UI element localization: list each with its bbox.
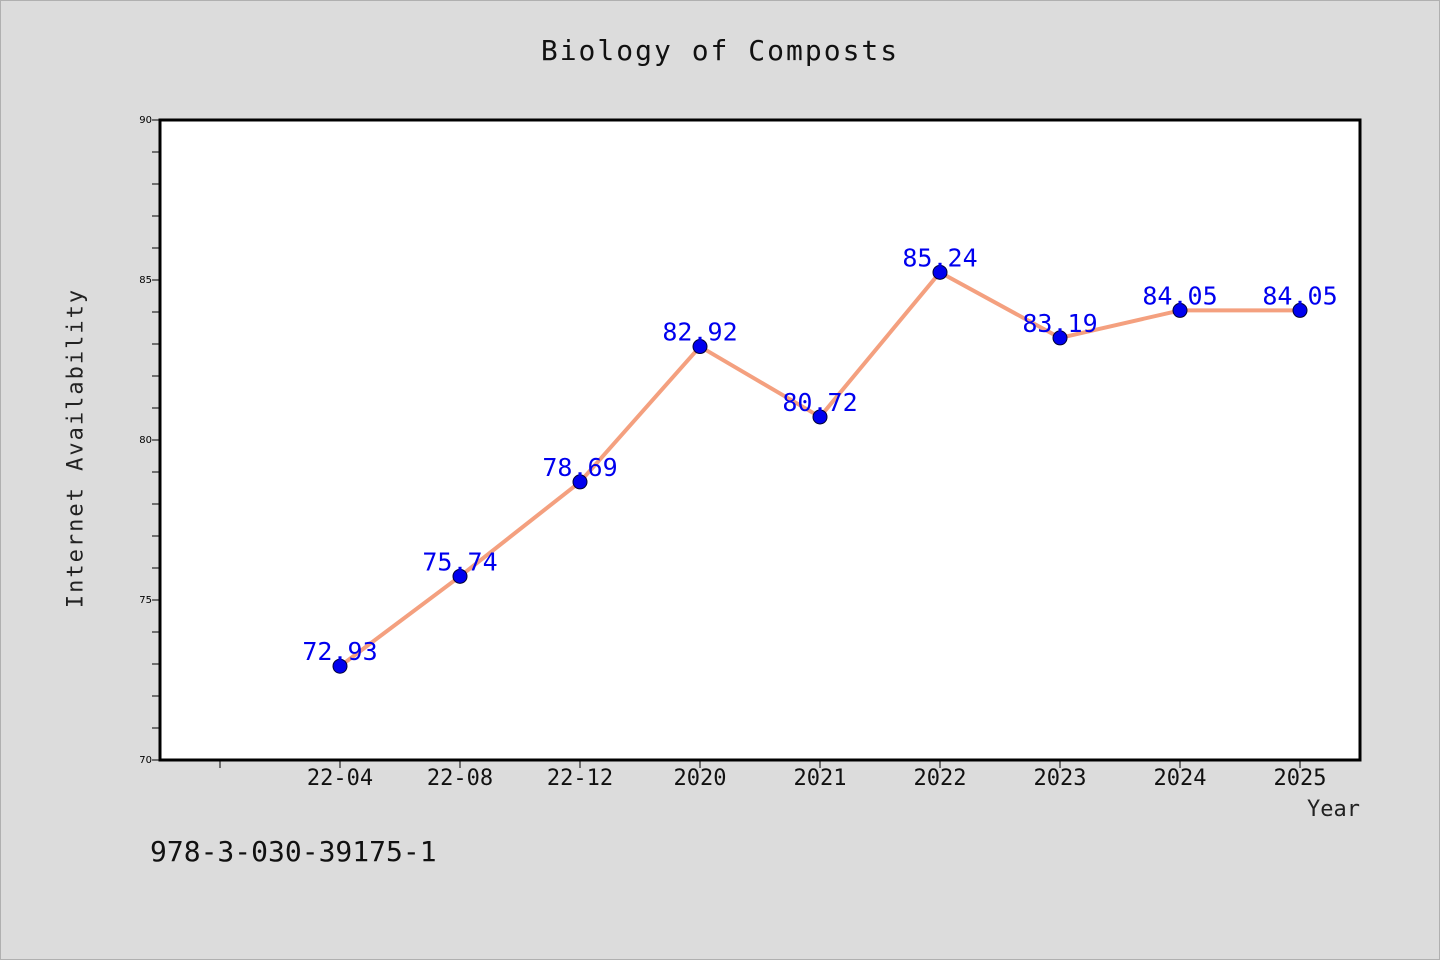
x-tick-label: 2025 [1274,766,1327,791]
data-point [452,568,468,584]
data-label: 72.93 [302,637,377,666]
data-label: 84.05 [1262,281,1337,310]
data-label: 78.69 [542,453,617,482]
y-tick-label: 70 [139,755,152,766]
x-tick-label: 2024 [1154,766,1207,791]
data-label: 80.72 [782,388,857,417]
data-label: 75.74 [422,547,497,576]
y-tick-label: 75 [139,595,152,606]
chart-title: Biology of Composts [540,34,900,67]
footnote-isbn: 978-3-030-39175-1 [150,835,437,868]
x-tick-label: 22-12 [547,766,613,791]
data-label: 85.24 [902,243,977,272]
x-tick-label: 2023 [1034,766,1087,791]
y-tick-label: 90 [139,115,152,126]
y-tick-label: 85 [139,275,152,286]
data-point [932,264,948,280]
data-point [572,474,588,490]
data-label: 83.19 [1022,309,1097,338]
x-tick-label: 2022 [914,766,967,791]
x-tick-label: 22-08 [427,766,493,791]
x-tick-label: 22-04 [307,766,373,791]
data-point [812,409,828,425]
data-point [1292,302,1308,318]
data-point [332,658,348,674]
x-axis-label: Year [1307,797,1360,822]
x-tick-label: 2020 [674,766,727,791]
y-tick-label: 80 [139,435,152,446]
data-label: 84.05 [1142,281,1217,310]
data-point [1172,302,1188,318]
data-label: 82.92 [662,318,737,347]
data-point [692,339,708,355]
x-tick-label: 2021 [794,766,847,791]
data-point [1052,330,1068,346]
